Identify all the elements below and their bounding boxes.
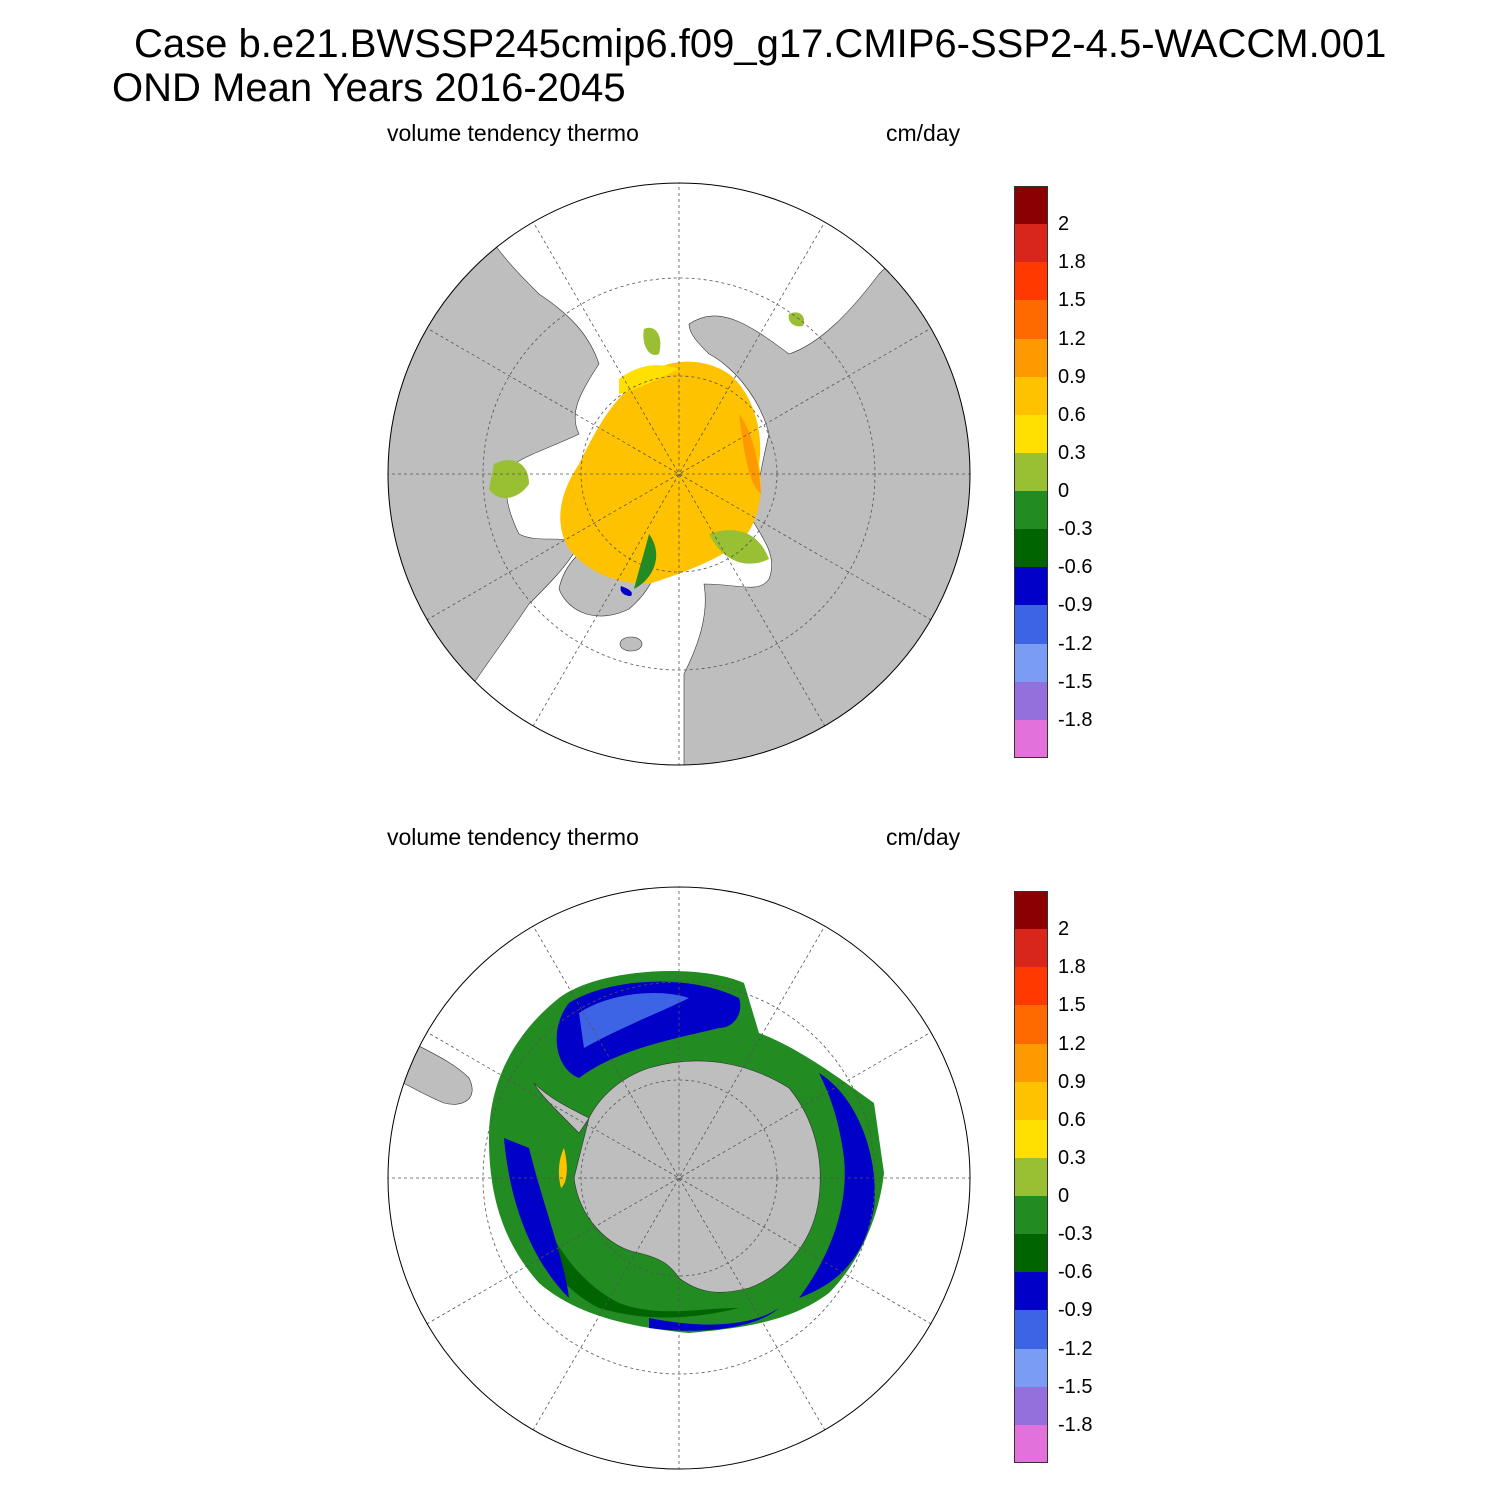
colorbar-swatch: [1014, 376, 1048, 416]
colorbar-tick-label: -1.5: [1058, 1375, 1093, 1398]
colorbar-tick-label: -1.8: [1058, 708, 1093, 731]
map-boundary: [387, 886, 971, 1470]
colorbar-swatch: [1014, 643, 1048, 683]
colorbar-swatch: [1014, 1081, 1048, 1121]
ross-blue-band: [649, 1308, 779, 1331]
colorbar-tick-label: -0.6: [1058, 556, 1093, 579]
colorbar-swatch: [1014, 1348, 1048, 1388]
colorbar-tick-label: 1.5: [1058, 289, 1086, 312]
colorbar-swatch: [1014, 1424, 1048, 1464]
colorbar-swatch: [1014, 719, 1048, 759]
colorbar-tick-label: -1.2: [1058, 632, 1093, 655]
colorbar-tick-label: -1.2: [1058, 1337, 1093, 1360]
south-panel-variable-label: volume tendency thermo: [387, 824, 639, 850]
weddell-mid-blue: [579, 993, 689, 1048]
south-panel-units-label: cm/day: [886, 824, 961, 850]
colorbar-swatch: [1014, 224, 1048, 263]
east-blue-band: [799, 1073, 875, 1298]
north-panel-units-label: cm/day: [886, 120, 961, 146]
colorbar-swatch: [1014, 414, 1048, 454]
colorbar-swatch: [1014, 529, 1048, 568]
colorbar-swatch: [1014, 186, 1048, 225]
chukchi-green-patch: [643, 327, 661, 355]
colorbar-bottom: 2 1.8 1.5 1.2 0.9 0.6 0.3 0 -0.3 -0.6 -0.9 -1.2 -1.5…: [1014, 891, 1092, 1464]
antarctic-peninsula: [533, 1082, 590, 1134]
bering-green-patch: [788, 312, 805, 327]
colorbar-tick-label: 1.8: [1058, 956, 1086, 979]
baffin-bay-greenish: [489, 460, 529, 499]
colorbar-tick-label: -1.5: [1058, 670, 1093, 693]
colorbar-tick-label: 0.6: [1058, 403, 1086, 426]
colorbar-tick-label: 1.8: [1058, 251, 1086, 274]
map-boundary: [387, 182, 971, 766]
colorbar-tick-label: 0.6: [1058, 1108, 1086, 1131]
colorbar-frame: [1014, 891, 1048, 1463]
colorbar-top: 2 1.8 1.5 1.2 0.9 0.6 0.3 0 -0.3 -0.6 -0.9 -1.2 -1.5…: [1014, 186, 1092, 759]
colorbar-swatch: [1014, 338, 1048, 378]
colorbar-tick-label: 0.9: [1058, 365, 1086, 388]
colorbar-swatch: [1014, 1119, 1048, 1159]
colorbar-tick-label: 0: [1058, 480, 1070, 503]
colorbar-tick-label: -1.8: [1058, 1413, 1093, 1436]
colorbar-swatch: [1014, 1310, 1048, 1350]
colorbar-swatch: [1014, 1157, 1048, 1197]
colorbar-frame: [1014, 186, 1048, 758]
colorbar-tick-label: -0.6: [1058, 1261, 1093, 1284]
colorbar-tick-label: -0.3: [1058, 518, 1093, 541]
colorbar-swatch: [1014, 262, 1048, 301]
arctic-ice-orange-fringe: [739, 414, 761, 494]
greenland-sea-dark-rim: [620, 586, 632, 596]
colorbar-tick-label: 1.5: [1058, 994, 1086, 1017]
colorbar-tick-label: 2: [1058, 213, 1070, 236]
colorbar-swatch: [1014, 1043, 1048, 1083]
colorbar-tick-label: -0.9: [1058, 594, 1093, 617]
colorbar-tick-label: -0.3: [1058, 1223, 1093, 1246]
colorbar-tick-label: 0: [1058, 1185, 1070, 1208]
colorbar-swatch: [1014, 1005, 1048, 1045]
colorbar-swatch: [1014, 1196, 1048, 1235]
colorbar-tick-label: -0.9: [1058, 1299, 1093, 1322]
figure-title-period: OND Mean Years 2016-2045: [112, 66, 626, 110]
antarctic-ice-dark-green: [519, 1158, 739, 1318]
colorbar-swatch: [1014, 891, 1048, 930]
colorbar-tick-label: 0.3: [1058, 1146, 1086, 1169]
colorbar-swatch: [1014, 967, 1048, 1006]
colorbar-tick-label: 1.2: [1058, 1032, 1086, 1055]
barents-sea-greenish: [709, 530, 769, 564]
colorbar-swatch: [1014, 605, 1048, 645]
arctic-polar-map: [387, 182, 971, 766]
colorbar-swatch: [1014, 1386, 1048, 1426]
colorbar-swatch: [1014, 1272, 1048, 1311]
graticule: [388, 887, 970, 1469]
figure-title-case: Case b.e21.BWSSP245cmip6.f09_g17.CMIP6-S…: [134, 22, 1387, 66]
colorbar-tick-label: 1.2: [1058, 327, 1086, 350]
colorbar-tick-label: 0.3: [1058, 441, 1086, 464]
iceland-landmass: [619, 636, 643, 652]
colorbar-swatch: [1014, 300, 1048, 340]
colorbar-swatch: [1014, 567, 1048, 606]
colorbar-swatch: [1014, 929, 1048, 968]
colorbar-tick-label: 0.9: [1058, 1070, 1086, 1093]
colorbar-swatch: [1014, 452, 1048, 492]
colorbar-swatch: [1014, 681, 1048, 721]
north-panel-variable-label: volume tendency thermo: [387, 120, 639, 146]
antarctic-polar-map: [387, 886, 971, 1470]
colorbar-swatch: [1014, 1234, 1048, 1273]
colorbar-swatch: [1014, 491, 1048, 530]
greenland-sea-green-rim: [634, 534, 657, 589]
colorbar-tick-label: 2: [1058, 918, 1070, 941]
graticule: [388, 183, 970, 765]
